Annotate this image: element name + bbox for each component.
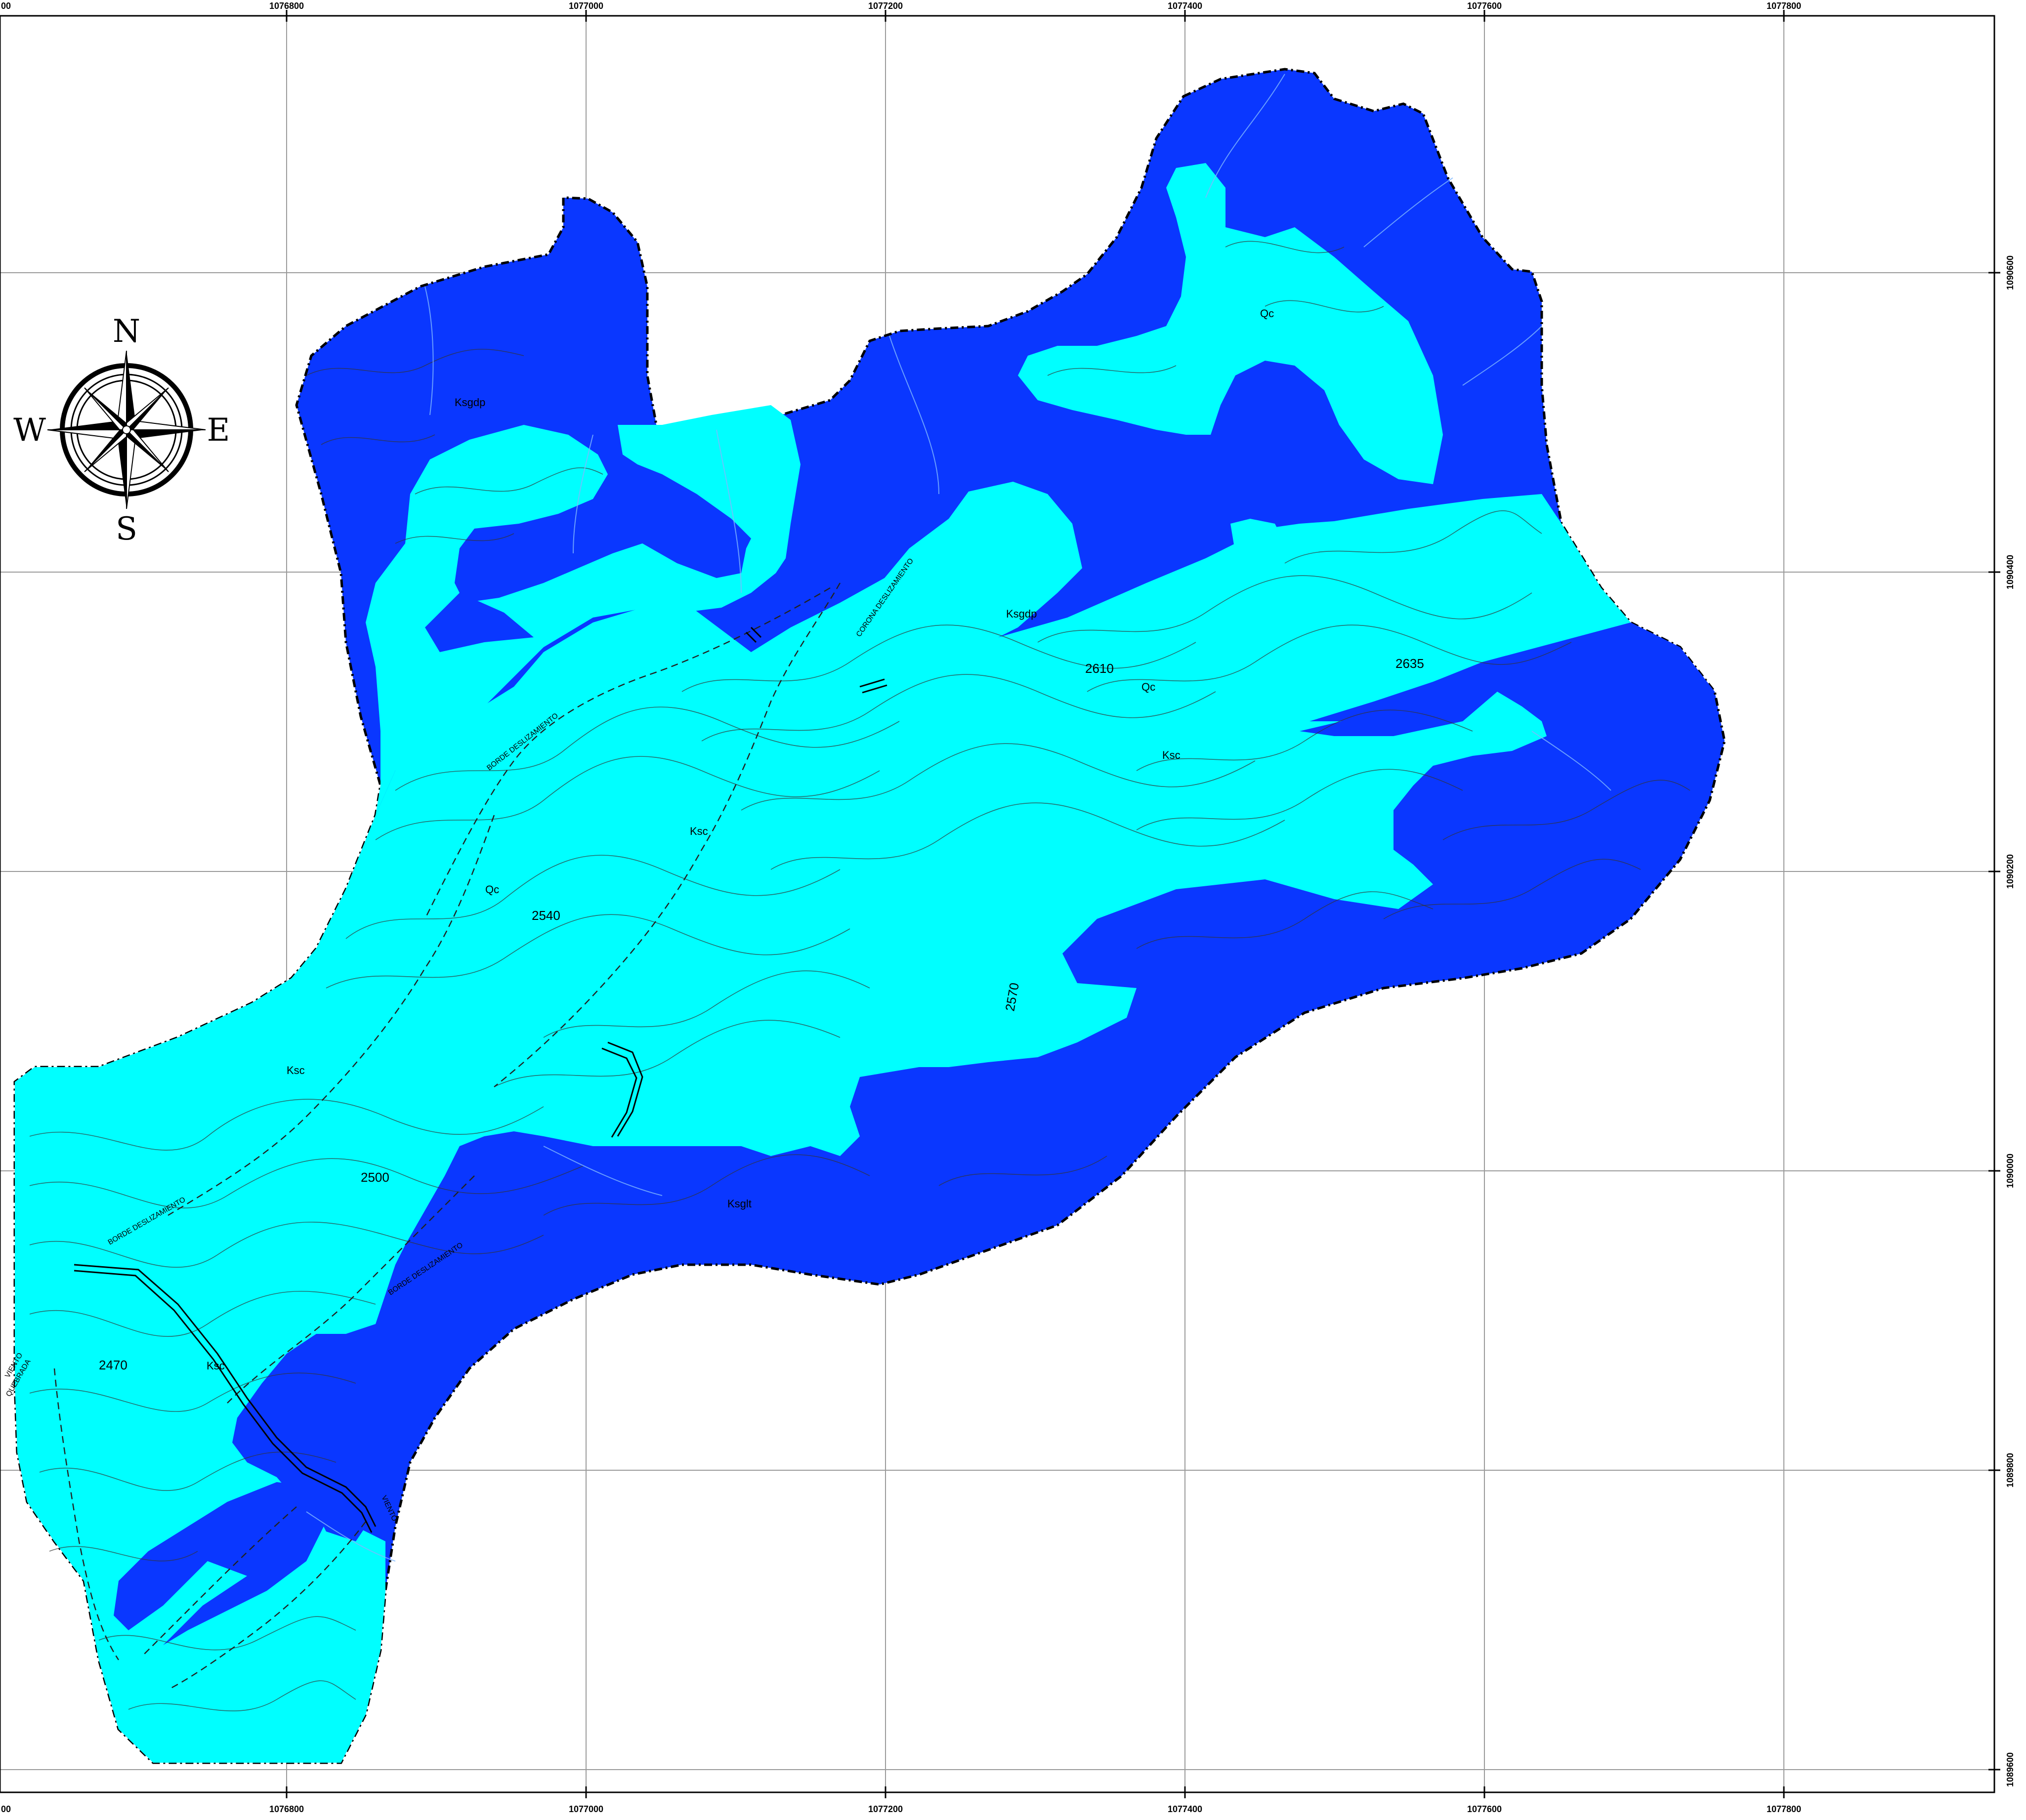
geologic-unit-tongue — [114, 1482, 326, 1645]
x-tick-label: 1077400 — [1168, 1, 1202, 11]
unit-label: Qc — [485, 883, 499, 896]
geologic-unit-notch — [425, 593, 534, 652]
x-tick-label: 1076800 — [269, 1804, 304, 1814]
compass-north: N — [113, 313, 140, 350]
compass-south: S — [116, 511, 137, 547]
road-lines — [74, 626, 887, 1533]
x-tick-label: 1077200 — [868, 1804, 903, 1814]
y-axis-right-labels: 1090600 1090400 1090200 1090000 1089800 … — [2005, 255, 2015, 1787]
x-tick-label: 1077800 — [1767, 1804, 1801, 1814]
x-tick-label: 1077000 — [569, 1804, 603, 1814]
x-tick-label: 1077600 — [1467, 1804, 1502, 1814]
elevation-label: 2540 — [532, 908, 560, 923]
elevation-label: 2470 — [99, 1358, 127, 1372]
compass-rose-icon — [47, 350, 206, 509]
geologic-unit-ksc-area — [15, 482, 1631, 1763]
map-frame — [0, 15, 1995, 1793]
y-tick-label: 1090000 — [2005, 1154, 2015, 1188]
compass-east: E — [207, 412, 230, 449]
x-tick-label: 1077400 — [1168, 1804, 1202, 1814]
x-tick-label: 1077200 — [868, 1, 903, 11]
frame-ticks — [286, 10, 2000, 1798]
geologic-unit-qc-lobe-nw — [366, 405, 801, 815]
x-tick-label: 1077800 — [1767, 1, 1801, 11]
x-tick-label: 00 — [1, 1804, 11, 1814]
unit-label: Ksc — [287, 1064, 305, 1076]
x-tick-label: 1077000 — [569, 1, 603, 11]
x-tick-label: 1077600 — [1467, 1, 1502, 11]
unit-label: Qc — [1260, 307, 1274, 320]
elevation-label: 2500 — [361, 1170, 389, 1185]
unit-label: Ksglt — [727, 1198, 752, 1210]
x-axis-top-labels: 00 1076800 1077000 1077200 1077400 10776… — [1, 1, 1801, 11]
y-tick-label: 1089800 — [2005, 1453, 2015, 1488]
elevation-label: 2635 — [1395, 656, 1424, 671]
geologic-unit-qc-patch — [1230, 519, 1285, 558]
unit-label: Qc — [1141, 681, 1155, 693]
unit-label: Ksc — [207, 1360, 225, 1372]
y-tick-label: 1090600 — [2005, 255, 2015, 290]
y-tick-label: 1089600 — [2005, 1752, 2015, 1787]
x-tick-label: 1076800 — [269, 1, 304, 11]
x-axis-bottom-labels: 00 1076800 1077000 1077200 1077400 10776… — [1, 1804, 1801, 1814]
landslide-borders — [53, 582, 841, 1691]
x-tick-label: 00 — [1, 1, 11, 11]
unit-label: Ksc — [1162, 749, 1181, 761]
unit-labels: Ksgdp Qc Ksgdp Qc Ksc Ksc Qc Ksc Ksc Ksg… — [207, 307, 1274, 1372]
unit-label: Ksgdp — [455, 396, 485, 409]
contour-lines — [29, 241, 1690, 1711]
unit-label: Ksgdp — [1006, 608, 1037, 620]
streams — [306, 74, 1611, 1562]
geologic-unit-east-stripe — [1300, 622, 1715, 736]
elevation-label: 2610 — [1085, 661, 1114, 676]
geologic-unit-qc-lobe-ne — [1018, 163, 1443, 484]
unit-label: Ksc — [690, 825, 708, 837]
compass-west: W — [13, 412, 46, 449]
y-tick-label: 1090200 — [2005, 854, 2015, 889]
geologic-unit-tongue-2 — [316, 1482, 376, 1541]
y-tick-label: 1090400 — [2005, 555, 2015, 589]
